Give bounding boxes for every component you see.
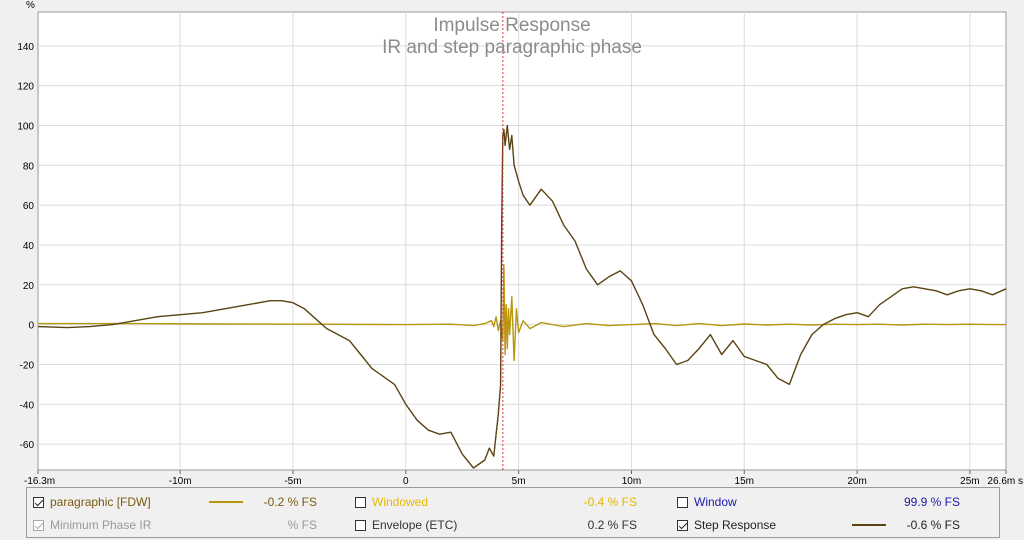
legend-label-window: Window — [694, 495, 737, 509]
legend-label-windowed: Windowed — [372, 495, 429, 509]
legend-item-minimum-phase[interactable]: Minimum Phase IR — [33, 517, 151, 533]
y-tick-label: 140 — [17, 42, 34, 53]
impulse-response-chart: -60 -40 -20 0 20 40 60 80 100 120 140 -16.3m -10m -5… — [17, 0, 1023, 486]
y-tick-label: 0 — [28, 321, 34, 332]
x-tick-label: 25m — [960, 476, 979, 486]
window-checkbox[interactable] — [677, 496, 688, 508]
legend-value-window: 99.9 % FS — [903, 495, 960, 509]
series-layer — [37, 124, 1007, 469]
legend-swatch-step-response — [852, 524, 886, 526]
legend-item-windowed[interactable]: Windowed — [355, 494, 428, 510]
x-axis-ticks: -16.3m -10m -5m 0 5m 10m 15m 20m 25m 26.6m s — [24, 470, 1023, 486]
legend-value-paragraphic: -0.2 % FS — [263, 495, 317, 509]
legend-value-envelope: 0.2 % FS — [587, 518, 637, 532]
x-tick-label: -16.3m — [24, 476, 55, 486]
x-tick-label: 10m — [622, 476, 641, 486]
y-axis-unit-label: % — [26, 0, 35, 11]
legend-item-envelope[interactable]: Envelope (ETC) — [355, 517, 457, 533]
y-tick-label: -60 — [20, 440, 35, 451]
legend-value-minimum-phase: % FS — [287, 518, 317, 532]
x-tick-label: -5m — [284, 476, 301, 486]
series-line-paragraphic-fdw — [38, 264, 1006, 362]
paragraphic-checkbox[interactable] — [33, 496, 44, 508]
legend-swatch-paragraphic — [209, 501, 243, 503]
y-tick-label: -20 — [20, 360, 35, 371]
y-tick-label: 20 — [23, 281, 35, 292]
legend-label-step-response: Step Response — [694, 518, 777, 532]
x-tick-label: -10m — [169, 476, 192, 486]
y-tick-label: 80 — [23, 161, 35, 172]
legend-item-step-response[interactable]: Step Response — [677, 517, 776, 533]
minimum-phase-checkbox[interactable] — [33, 519, 44, 531]
chart-title: Impulse Response — [433, 15, 590, 36]
x-tick-label: 5m — [512, 476, 526, 486]
y-tick-label: -40 — [20, 400, 35, 411]
x-tick-label: 0 — [403, 476, 409, 486]
plot-area[interactable] — [37, 11, 1007, 471]
step-response-checkbox[interactable] — [677, 519, 688, 531]
legend-value-step-response: -0.6 % FS — [906, 518, 960, 532]
y-tick-label: 100 — [17, 122, 34, 133]
series-line-step-response — [37, 124, 1007, 469]
legend-value-windowed: -0.4 % FS — [583, 495, 637, 509]
envelope-checkbox[interactable] — [355, 519, 366, 531]
legend-label-paragraphic: paragraphic [FDW] — [50, 495, 151, 509]
x-tick-label: 20m — [847, 476, 866, 486]
grid-lines — [38, 12, 1006, 470]
legend-item-paragraphic[interactable]: paragraphic [FDW] — [33, 494, 151, 510]
legend-label-minimum-phase: Minimum Phase IR — [50, 518, 152, 532]
chart-subtitle: IR and step paragraphic phase — [382, 37, 642, 58]
x-tick-label: 26.6m s — [987, 476, 1023, 486]
windowed-checkbox[interactable] — [355, 496, 366, 508]
y-tick-label: 120 — [17, 82, 34, 93]
y-tick-label: 60 — [23, 201, 35, 212]
legend-panel: paragraphic [FDW] -0.2 % FS Windowed -0.… — [26, 487, 1000, 538]
y-axis-ticks: -60 -40 -20 0 20 40 60 80 100 120 140 — [17, 42, 34, 451]
x-tick-label: 15m — [735, 476, 754, 486]
legend-item-window[interactable]: Window — [677, 494, 737, 510]
y-tick-label: 40 — [23, 241, 35, 252]
legend-label-envelope: Envelope (ETC) — [372, 518, 458, 532]
